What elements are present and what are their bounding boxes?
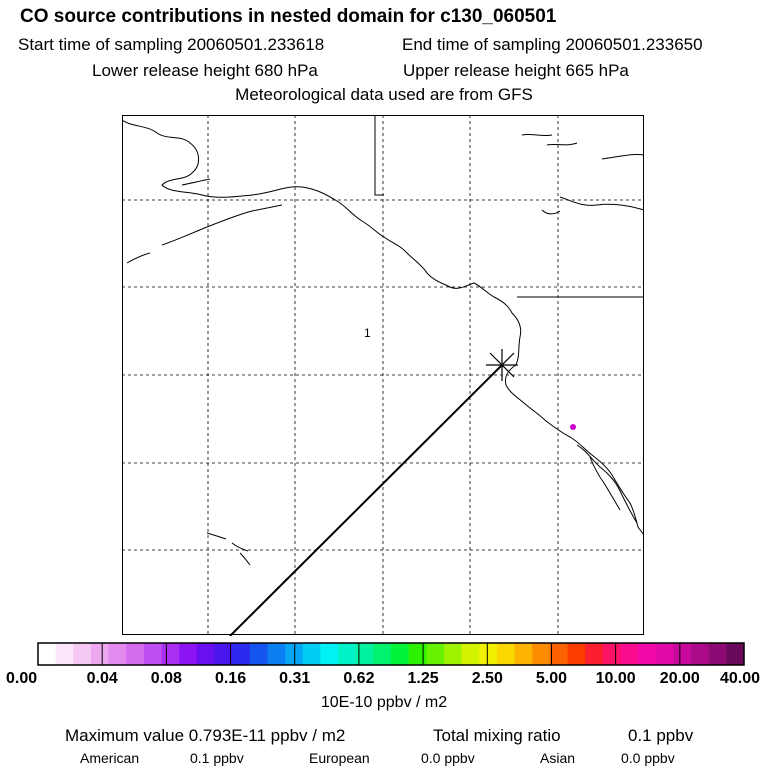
colorbar-segment [38,643,57,665]
maximum-value-label: Maximum value 0.793E-11 ppbv / m2 [65,726,346,745]
colorbar-tick: 0.16 [214,670,247,687]
asian-value: 0.0 ppbv [621,750,675,766]
colorbar-border [37,642,745,666]
colorbar-segment [302,643,321,665]
colorbar-segment [655,643,674,665]
colorbar-segment [161,643,180,665]
colorbar-segment [532,643,551,665]
colorbar-segment [567,643,586,665]
map-panel: 1 [122,115,645,636]
colorbar-segment [461,643,480,665]
sampling-location-marker [486,349,518,381]
colorbar-segment [391,643,410,665]
colorbar-segment [90,643,110,665]
colorbar-segment [232,643,251,665]
colorbar-segment [285,643,304,665]
colorbar-segment [267,643,286,665]
european-label: European [309,750,370,766]
colorbar [37,642,745,666]
upper-release-height-label: Upper release height 665 hPa [403,61,629,80]
asian-label: Asian [540,750,576,766]
colorbar-segment [426,643,445,665]
lower-release-height-label: Lower release height 680 hPa [92,61,318,80]
colorbar-segment [479,643,498,665]
colorbar-segment [496,643,516,665]
map-marker-label: 1 [364,326,371,340]
colorbar-segment [179,643,198,665]
american-label: American [80,750,140,766]
colorbar-tick: 0.00 [6,670,38,687]
colorbar-segment [355,643,374,665]
colorbar-segment [549,643,568,665]
coastlines [122,115,645,566]
colorbar-segment [373,643,392,665]
colorbar-segment [708,643,727,665]
colorbar-tick: 0.62 [343,670,375,687]
backward-trajectory-line [229,364,503,636]
colorbar-tick: 0.08 [150,670,182,687]
colorbar-segment [638,643,657,665]
total-mixing-ratio-label: Total mixing ratio [433,726,561,745]
colorbar-segment [143,643,163,665]
colorbar-segment [620,643,639,665]
colorbar-segment [602,643,621,665]
colorbar-tick: 2.50 [471,670,503,687]
plot-title: CO source contributions in nested domain… [20,6,557,27]
colorbar-tick: 5.00 [535,670,568,687]
colorbar-segment [126,643,145,665]
colorbar-segment [443,643,463,665]
colorbar-segment [214,643,233,665]
start-time-label: Start time of sampling 20060501.233618 [18,35,325,54]
colorbar-segment [408,643,427,665]
colorbar-segment [249,643,268,665]
colorbar-segment [338,643,357,665]
colorbar-tick: 1.25 [407,670,439,687]
colorbar-tick: 40.00 [719,670,760,687]
release-point-marker [570,424,576,430]
european-value: 0.0 ppbv [421,750,475,766]
total-mixing-ratio-value: 0.1 ppbv [628,726,694,745]
colorbar-unit-label: 10E-10 ppbv / m2 [320,694,448,711]
colorbar-segment [73,643,92,665]
colorbar-segment [726,643,745,665]
lat-lon-gridlines [122,115,644,635]
colorbar-tick: 0.04 [86,670,118,687]
colorbar-segment [514,643,533,665]
colorbar-tick: 20.00 [659,670,700,687]
colorbar-segment [673,643,692,665]
american-value: 0.1 ppbv [190,750,244,766]
colorbar-tick: 0.31 [279,670,311,687]
colorbar-segment [320,643,339,665]
met-data-label: Meteorological data used are from GFS [235,85,533,104]
end-time-label: End time of sampling 20060501.233650 [402,35,703,54]
colorbar-segment [691,643,710,665]
colorbar-segment [108,643,127,665]
colorbar-segment [196,643,215,665]
colorbar-segment [585,643,604,665]
colorbar-tick: 10.00 [595,670,636,687]
colorbar-segment [55,643,74,665]
